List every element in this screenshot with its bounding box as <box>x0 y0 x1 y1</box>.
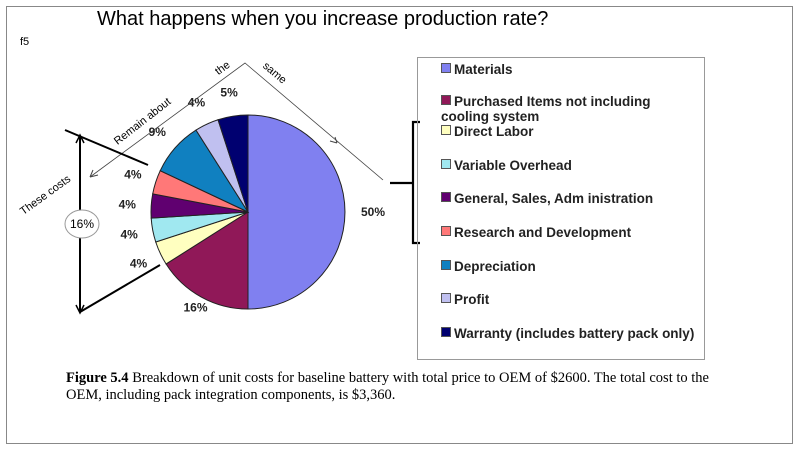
legend-swatch <box>441 260 451 270</box>
slice-label: 4% <box>124 168 142 182</box>
slice-label: 4% <box>130 257 148 271</box>
circled-mark <box>64 209 100 239</box>
legend-label: Profit <box>454 292 490 307</box>
slice-label: 50% <box>361 205 385 219</box>
legend-item: Direct Labor <box>441 124 701 139</box>
arrowhead-right <box>329 136 338 144</box>
slide-frame <box>6 6 793 444</box>
legend-swatch <box>441 125 451 135</box>
legend-item: Research and Development <box>441 225 701 240</box>
legend-label: Warranty (includes battery pack only) <box>454 326 695 341</box>
corner-label: f5 <box>20 36 30 48</box>
legend-swatch <box>441 327 451 337</box>
legend-brace <box>390 120 420 245</box>
legend-swatch <box>441 192 451 202</box>
pie-slice <box>247 114 346 310</box>
bracket-line-bottom <box>79 264 161 313</box>
legend-swatch <box>441 95 451 105</box>
legend-label: Materials <box>454 62 513 77</box>
legend-label: Variable Overhead <box>454 158 572 173</box>
arrowhead-left <box>89 169 99 178</box>
legend-swatch <box>441 226 451 236</box>
slide-title: What happens when you increase productio… <box>97 8 549 30</box>
legend-item: General, Sales, Adm inistration <box>441 191 701 206</box>
slice-label: 4% <box>188 96 206 110</box>
legend-label: General, Sales, Adm inistration <box>454 191 654 206</box>
slice-label: 9% <box>149 125 167 139</box>
remain-same-arrow <box>89 62 384 181</box>
slice-label: 4% <box>119 197 137 211</box>
legend-label: Direct Labor <box>454 124 534 139</box>
legend-item: Materials <box>441 62 701 77</box>
legend-swatch <box>441 159 451 169</box>
slice-label: 16% <box>183 301 207 315</box>
slice-label: 4% <box>120 228 138 242</box>
legend-label: Depreciation <box>454 259 536 274</box>
range-arrowheads <box>75 133 85 315</box>
legend-item: Variable Overhead <box>441 158 701 173</box>
legend-item: Profit <box>441 292 701 307</box>
slice-label: 5% <box>220 85 238 99</box>
annotation-lines <box>64 62 420 315</box>
bracket-line-top <box>64 129 149 166</box>
legend-label: Research and Development <box>454 225 632 240</box>
legend-swatch <box>441 293 451 303</box>
caption-text: Breakdown of unit costs for baseline bat… <box>66 370 709 403</box>
legend: Materials Purchased Items not including c… <box>417 57 705 360</box>
pie-slice <box>217 114 249 213</box>
legend-item: Warranty (includes battery pack only) <box>441 326 701 341</box>
legend-item: Purchased Items not including cooling sy… <box>441 94 701 124</box>
circled-percent: 16% <box>70 217 95 231</box>
legend-item: Depreciation <box>441 259 701 274</box>
figure-caption: Figure 5.4 Breakdown of unit costs for b… <box>66 370 746 404</box>
caption-figure-number: Figure 5.4 <box>66 370 129 386</box>
legend-swatch <box>441 63 451 73</box>
pie-slice <box>165 211 249 310</box>
legend-label: Purchased Items not including cooling sy… <box>441 94 651 124</box>
